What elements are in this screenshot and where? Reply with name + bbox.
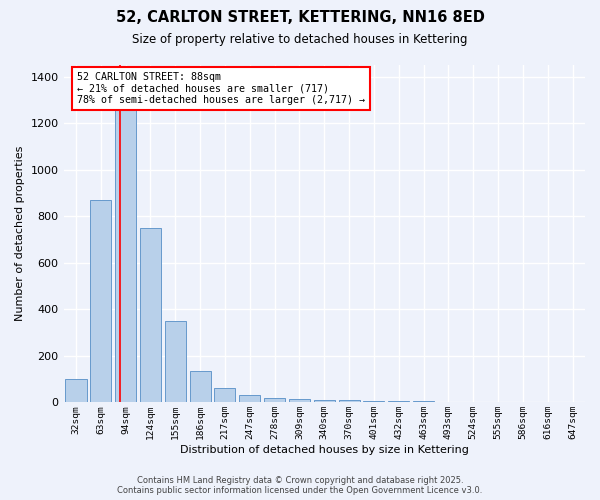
Bar xyxy=(190,371,211,402)
Bar xyxy=(90,200,112,402)
Text: Contains HM Land Registry data © Crown copyright and database right 2025.
Contai: Contains HM Land Registry data © Crown c… xyxy=(118,476,482,495)
Bar xyxy=(289,398,310,402)
Bar xyxy=(364,401,385,402)
Bar xyxy=(65,379,86,402)
Bar xyxy=(165,321,186,402)
Bar xyxy=(115,109,136,402)
Bar xyxy=(214,388,235,402)
Bar xyxy=(314,400,335,402)
X-axis label: Distribution of detached houses by size in Kettering: Distribution of detached houses by size … xyxy=(180,445,469,455)
Bar xyxy=(140,228,161,402)
Y-axis label: Number of detached properties: Number of detached properties xyxy=(15,146,25,322)
Text: Size of property relative to detached houses in Kettering: Size of property relative to detached ho… xyxy=(132,32,468,46)
Bar xyxy=(388,401,409,402)
Bar xyxy=(264,398,285,402)
Text: 52 CARLTON STREET: 88sqm
← 21% of detached houses are smaller (717)
78% of semi-: 52 CARLTON STREET: 88sqm ← 21% of detach… xyxy=(77,72,365,105)
Bar xyxy=(338,400,359,402)
Bar xyxy=(239,395,260,402)
Text: 52, CARLTON STREET, KETTERING, NN16 8ED: 52, CARLTON STREET, KETTERING, NN16 8ED xyxy=(116,10,484,25)
